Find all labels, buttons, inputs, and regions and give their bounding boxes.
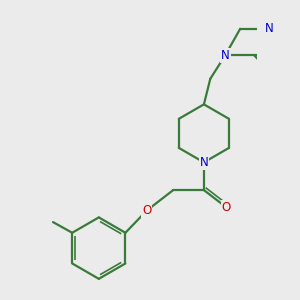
Text: N: N xyxy=(265,22,274,35)
Text: N: N xyxy=(221,49,230,62)
Text: N: N xyxy=(200,156,208,169)
Text: N: N xyxy=(200,156,208,169)
Text: O: O xyxy=(221,201,231,214)
Text: O: O xyxy=(142,204,152,217)
